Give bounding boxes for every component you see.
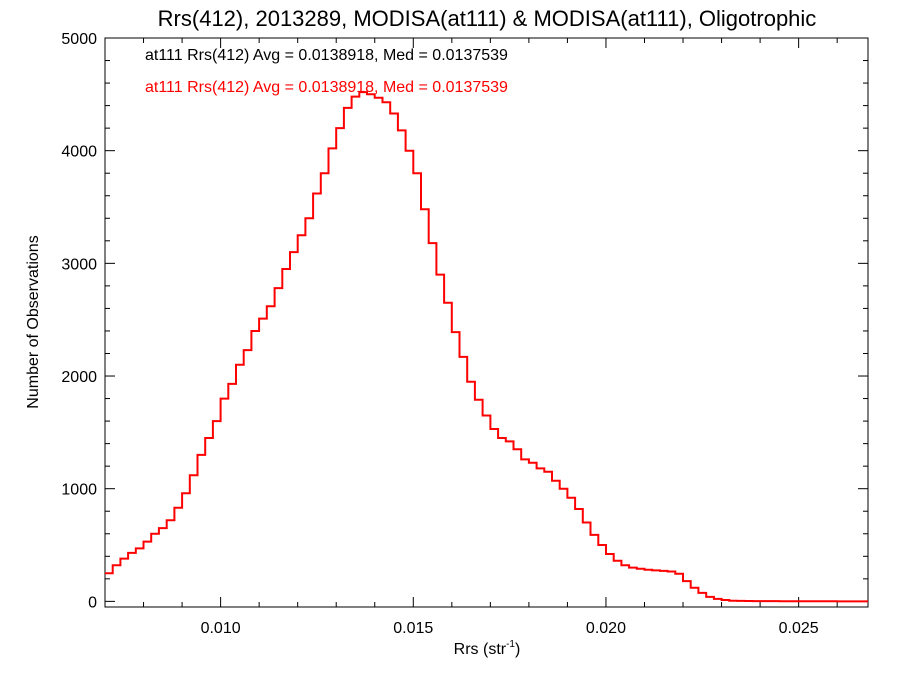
x-tick-label: 0.025: [779, 620, 819, 637]
y-tick-label: 2000: [61, 369, 97, 386]
x-axis-label-main: Rrs (str: [454, 641, 507, 658]
x-axis-label-end: ): [515, 641, 520, 658]
y-tick-label: 3000: [61, 256, 97, 273]
plot-frame: [104, 37, 869, 608]
stats-annotation-red: at111 Rrs(412) Avg = 0.0138918, Med = 0.…: [145, 79, 508, 96]
x-axis-label: Rrs (str-1): [454, 639, 521, 658]
y-tick-label: 0: [88, 594, 97, 611]
chart-title: Rrs(412), 2013289, MODISA(at111) & MODIS…: [158, 6, 817, 31]
y-tick-label: 1000: [61, 482, 97, 499]
plot-border: [104, 37, 869, 608]
x-tick-label: 0.010: [201, 620, 241, 637]
x-axis-ticks: 0.010 0.015 0.020 0.025: [104, 38, 838, 637]
stats-annotation-black: at111 Rrs(412) Avg = 0.0138918, Med = 0.…: [145, 47, 508, 64]
x-tick-label: 0.020: [586, 620, 626, 637]
x-axis-label-sup: -1: [506, 639, 515, 650]
y-axis-label: Number of Observations: [25, 235, 42, 408]
x-tick-label: 0.015: [393, 620, 433, 637]
series-layer: [105, 91, 868, 603]
y-axis-ticks: 0 1000 2000 3000 4000 5000: [61, 31, 868, 611]
y-tick-label: 5000: [61, 31, 97, 48]
histogram-series-line: [105, 91, 868, 603]
y-tick-label: 4000: [61, 144, 97, 161]
